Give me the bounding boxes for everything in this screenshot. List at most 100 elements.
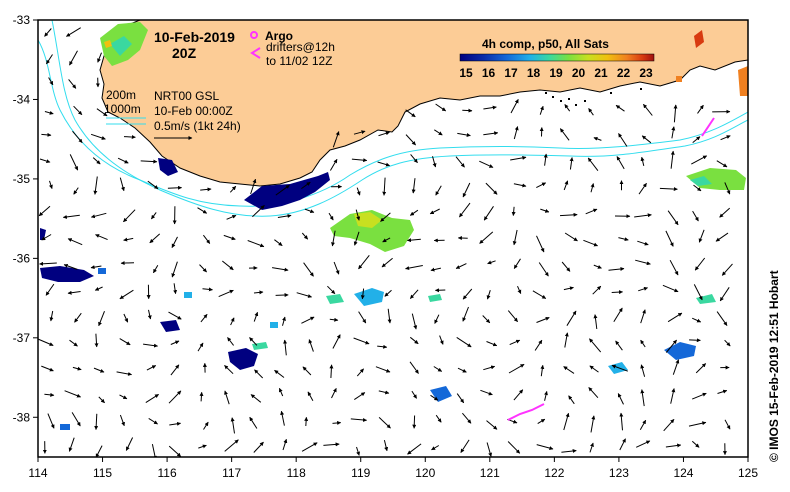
current-arrow [38,338,54,346]
current-arrow [617,393,624,405]
current-arrow [272,267,289,272]
current-arrow [356,446,361,456]
current-arrow [457,367,467,373]
colorbar-tick-label: 21 [594,66,608,80]
x-tick-label: 118 [287,466,306,480]
current-arrow [583,239,598,247]
current-arrow [381,257,393,268]
current-arrow [116,371,132,376]
current-arrow [275,184,290,196]
current-arrow [640,309,646,324]
current-arrow [353,130,366,135]
colorbar-tick-label: 16 [482,66,496,80]
current-arrow [559,212,578,217]
current-arrow [459,202,471,218]
colorbar-tick-label: 22 [617,66,631,80]
current-arrow [537,418,546,425]
current-arrow [117,157,129,164]
current-arrow [593,136,602,141]
x-axis: 114 115 116 117 118 119 120 121 122 123 124 125 [28,457,758,480]
current-arrow [430,394,439,401]
current-arrow [93,176,98,195]
credit: © IMOS 15-Feb-2019 12:51 Hobart [767,270,781,462]
current-arrow [564,232,578,242]
current-arrow [460,439,470,453]
current-arrow [303,262,314,277]
current-arrow [90,265,102,270]
current-arrow [230,317,235,326]
contour-1000m-label: 1000m [104,102,141,116]
current-arrow [94,413,99,430]
current-arrow [350,417,367,422]
current-arrow [223,234,236,241]
current-arrow [717,389,728,394]
current-arrow [278,387,284,397]
current-arrow [224,439,239,452]
current-arrow [510,99,519,114]
current-arrow [619,438,626,451]
current-arrow [199,391,204,402]
current-arrow [383,439,389,452]
current-arrow [44,28,52,37]
current-arrow [508,363,525,374]
current-arrow [48,77,54,86]
current-arrow [45,54,53,65]
current-arrow [673,104,678,123]
current-arrow [149,233,161,244]
current-arrow [667,210,679,226]
current-arrow [671,126,676,139]
current-arrow [640,389,645,407]
current-arrow [253,290,264,295]
current-arrow [123,209,136,223]
current-arrow [538,262,549,277]
current-arrow [168,445,182,457]
current-arrow [378,417,391,429]
current-arrow [72,366,82,371]
current-arrow [44,392,55,397]
y-axis: -33 -34 -35 -36 -37 -38 [13,13,38,424]
current-arrow [151,443,157,457]
current-arrow [405,134,416,146]
current-arrow [462,288,473,300]
colorbar-tick-label: 19 [549,66,563,80]
current-arrow [353,337,370,345]
current-arrow [356,368,364,377]
current-arrow [480,389,493,396]
current-arrow [73,187,79,195]
current-arrow [147,180,159,190]
current-arrow [253,311,259,322]
current-arrow [536,316,550,323]
current-arrow [351,158,368,163]
current-arrow [221,260,234,271]
current-arrow [568,395,575,405]
current-arrow [435,103,447,112]
current-arrow [39,261,57,266]
current-arrow [119,394,128,400]
current-arrow [462,306,469,322]
current-arrow [486,290,491,300]
current-arrow [140,159,158,164]
current-arrow [282,438,288,451]
argo-label: Argo [265,29,293,43]
current-arrow [456,393,465,404]
current-arrow [615,340,623,351]
current-arrow [479,160,494,168]
current-arrow [282,316,286,326]
x-tick-label: 119 [351,466,370,480]
current-arrow [301,232,309,240]
current-arrow [659,187,678,192]
current-arrow [96,108,108,117]
current-arrow [332,131,340,148]
current-arrow [67,290,81,295]
current-arrow [407,443,422,455]
current-arrow [327,285,336,295]
current-arrow [720,135,731,141]
current-arrow [486,442,493,457]
current-arrow [513,126,519,140]
current-arrow [611,290,623,295]
current-arrow [64,390,81,398]
current-arrow [716,160,728,168]
x-tick-label: 124 [673,466,693,480]
current-arrow [283,339,288,356]
current-arrow [360,288,365,300]
